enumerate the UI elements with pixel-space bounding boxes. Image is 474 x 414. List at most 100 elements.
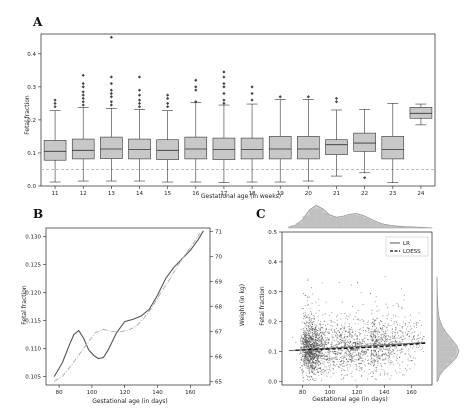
scatter-point bbox=[324, 358, 326, 361]
scatter-point bbox=[311, 350, 314, 352]
scatter-point bbox=[365, 365, 367, 367]
scatter-point bbox=[305, 334, 307, 336]
scatter-point bbox=[379, 327, 381, 329]
scatter-point bbox=[317, 361, 319, 363]
scatter-point bbox=[314, 353, 316, 356]
scatter-point bbox=[355, 353, 357, 355]
scatter-point bbox=[378, 358, 381, 360]
scatter-point bbox=[317, 371, 319, 373]
scatter-point bbox=[399, 371, 401, 373]
scatter-point bbox=[385, 352, 387, 354]
outlier-point bbox=[137, 75, 142, 79]
scatter-point bbox=[409, 355, 411, 357]
scatter-point bbox=[362, 326, 364, 328]
scatter-point bbox=[350, 352, 352, 354]
scatter-point bbox=[329, 319, 331, 321]
scatter-point bbox=[378, 338, 380, 341]
scatter-point bbox=[354, 342, 356, 344]
scatter-point bbox=[422, 335, 424, 338]
scatter-point bbox=[345, 355, 347, 357]
scatter-point bbox=[356, 318, 358, 320]
scatter-point bbox=[322, 352, 324, 354]
scatter-point bbox=[314, 342, 316, 344]
scatter-point bbox=[362, 360, 364, 362]
scatter-point bbox=[354, 348, 356, 350]
scatter-point bbox=[304, 331, 306, 333]
scatter-point bbox=[332, 358, 334, 360]
outlier-point bbox=[166, 93, 170, 97]
scatter-point bbox=[354, 334, 356, 336]
scatter-point bbox=[329, 367, 331, 369]
scatter-point bbox=[315, 351, 317, 353]
scatter-point bbox=[351, 343, 353, 345]
scatter-point bbox=[392, 349, 395, 351]
scatter-point bbox=[374, 359, 376, 361]
scatter-point bbox=[322, 326, 324, 329]
scatter-point bbox=[419, 336, 421, 339]
scatter-point bbox=[323, 345, 326, 347]
scatter-point bbox=[347, 355, 349, 357]
scatter-point bbox=[395, 345, 397, 347]
scatter-point bbox=[371, 313, 373, 315]
scatter-point bbox=[382, 331, 384, 333]
scatter-point bbox=[371, 322, 373, 324]
scatter-point bbox=[311, 359, 313, 361]
scatter-point bbox=[323, 346, 326, 348]
scatter-point bbox=[362, 329, 364, 332]
scatter-point bbox=[318, 339, 320, 341]
scatter-point bbox=[355, 334, 357, 336]
scatter-point bbox=[348, 352, 351, 354]
scatter-point bbox=[377, 360, 379, 362]
scatter-point bbox=[306, 340, 308, 342]
scatter-point bbox=[397, 316, 399, 318]
scatter-point bbox=[312, 356, 314, 358]
scatter-point bbox=[324, 340, 326, 342]
scatter-point bbox=[334, 334, 336, 336]
top-marginal-bar bbox=[418, 227, 425, 228]
y-tick-label: 0.1 bbox=[268, 350, 277, 356]
scatter-point bbox=[349, 351, 351, 353]
scatter-point bbox=[309, 360, 311, 362]
scatter-point bbox=[336, 314, 338, 316]
scatter-point bbox=[371, 362, 373, 364]
y2-tick-label: 68 bbox=[215, 305, 222, 311]
scatter-point bbox=[325, 330, 327, 332]
scatter-point bbox=[373, 330, 375, 332]
scatter-point bbox=[311, 370, 313, 372]
outlier-point bbox=[81, 96, 85, 101]
scatter-point bbox=[395, 370, 397, 372]
scatter-point bbox=[313, 350, 315, 352]
scatter-point bbox=[385, 357, 387, 359]
scatter-point bbox=[300, 339, 302, 341]
scatter-point bbox=[320, 325, 322, 327]
scatter-point bbox=[359, 352, 361, 354]
outlier-point bbox=[109, 81, 113, 86]
scatter-point bbox=[346, 344, 348, 346]
scatter-point bbox=[355, 349, 357, 351]
scatter-point bbox=[303, 312, 305, 314]
scatter-point bbox=[309, 328, 311, 330]
outlier-point bbox=[222, 75, 226, 79]
scatter-point bbox=[357, 343, 359, 345]
scatter-point bbox=[383, 359, 385, 361]
scatter-point bbox=[376, 339, 378, 341]
scatter-point bbox=[384, 348, 386, 350]
scatter-point bbox=[348, 345, 350, 347]
scatter-point bbox=[319, 336, 321, 338]
scatter-point bbox=[340, 352, 342, 354]
scatter-point bbox=[384, 359, 386, 361]
scatter-point bbox=[304, 326, 306, 328]
scatter-point bbox=[325, 366, 328, 368]
scatter-point bbox=[349, 364, 351, 366]
scatter-point bbox=[316, 336, 318, 338]
scatter-point bbox=[310, 326, 312, 328]
scatter-point bbox=[342, 361, 345, 363]
scatter-point bbox=[303, 341, 305, 343]
scatter-point bbox=[313, 361, 315, 363]
scatter-point bbox=[394, 335, 396, 337]
scatter-point bbox=[323, 344, 325, 346]
scatter-point bbox=[311, 357, 313, 359]
scatter-point bbox=[397, 306, 399, 308]
scatter-point bbox=[307, 336, 309, 338]
scatter-point bbox=[379, 342, 381, 344]
